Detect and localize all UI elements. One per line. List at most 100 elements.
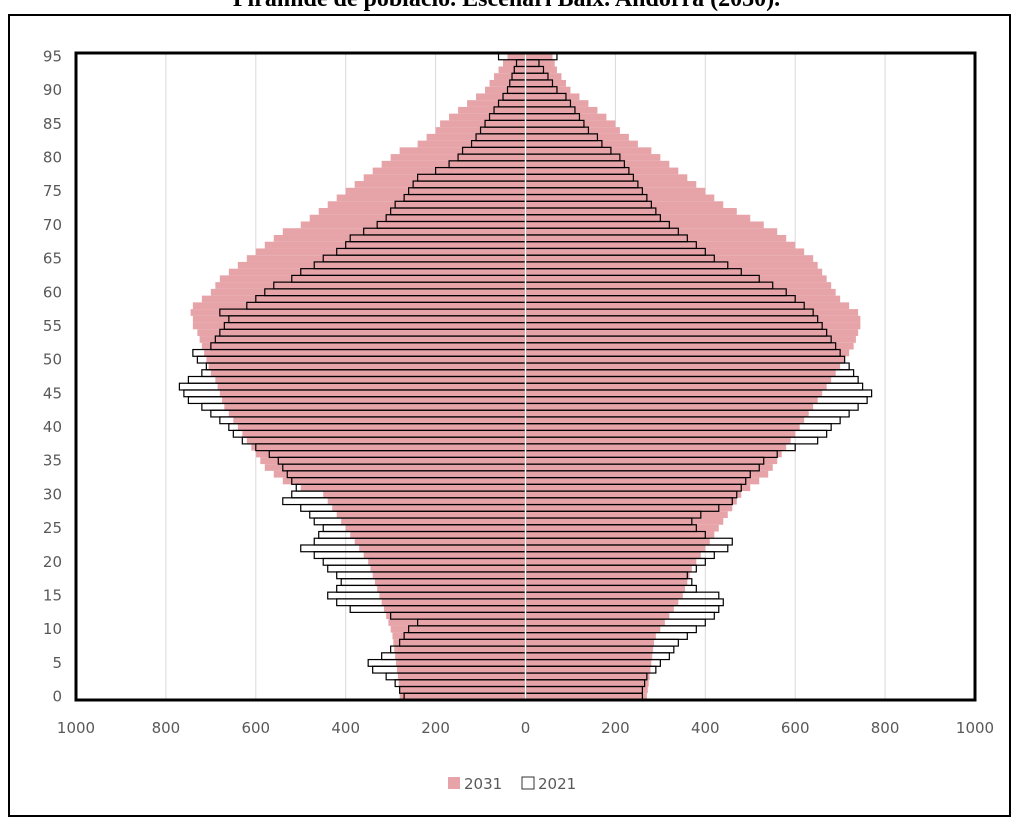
bar-2031-left: [222, 396, 526, 404]
bar-2031-left: [260, 457, 526, 465]
bar-2031-left: [219, 275, 526, 283]
bar-2031-left: [440, 120, 526, 128]
x-tick-label: 400: [691, 719, 720, 737]
y-tick-label: 25: [43, 519, 62, 537]
bar-2031-right: [525, 140, 638, 148]
bar-2031-right: [525, 59, 555, 67]
bar-2031-left: [381, 160, 526, 168]
bar-2031-left: [282, 228, 526, 235]
bar-2031-right: [525, 437, 791, 444]
y-tick-label: 15: [43, 587, 62, 605]
bar-2031-right: [525, 598, 679, 606]
bar-2031-left: [476, 93, 526, 101]
y-tick-label: 40: [43, 418, 62, 436]
y-tick-label: 45: [43, 384, 62, 402]
y-tick-label: 30: [43, 485, 62, 503]
bar-2031-right: [525, 632, 656, 640]
bar-2031-right: [525, 133, 629, 141]
bar-2031-right: [525, 491, 742, 498]
bar-2031-right: [525, 261, 818, 269]
y-tick-label: 50: [43, 351, 62, 369]
bar-2031-left: [336, 511, 526, 519]
bar-2031-right: [525, 53, 553, 60]
bar-2031-right: [525, 356, 845, 364]
bar-2031-left: [332, 504, 526, 512]
bar-2031-left: [327, 497, 526, 505]
bar-2031-right: [525, 234, 787, 242]
y-tick-label: 75: [43, 182, 62, 200]
bar-2031-right: [525, 228, 778, 235]
bar-2031-right: [525, 585, 686, 593]
bar-2031-right: [525, 315, 861, 323]
bar-2031-right: [525, 329, 859, 337]
bar-2031-left: [394, 646, 526, 653]
x-tick-label: 400: [331, 719, 360, 737]
bar-2031-left: [282, 477, 526, 485]
bar-2031-left: [246, 255, 526, 262]
population-pyramid-chart: 1000 800 600 400 200 0 200 400 600 800 1000 0 5 10 15…: [43, 47, 994, 793]
bar-2031-left: [467, 100, 526, 107]
bar-2031-right: [525, 518, 724, 525]
bar-2031-right: [525, 450, 782, 458]
bar-2031-right: [525, 147, 652, 155]
bar-2031-right: [525, 66, 557, 74]
bar-2031-right: [525, 322, 861, 330]
bar-2031-left: [489, 79, 526, 87]
bar-2031-right: [525, 187, 706, 195]
bar-2031-left: [300, 221, 526, 229]
x-tick-label: 0: [521, 719, 531, 737]
bar-2031-left: [372, 571, 526, 579]
bar-2031-left: [507, 53, 526, 60]
x-tick-label: 200: [421, 719, 450, 737]
y-tick-label: 70: [43, 216, 62, 234]
bar-2031-right: [525, 106, 598, 114]
bar-2031-right: [525, 275, 827, 283]
bar-2031-right: [525, 268, 823, 276]
x-tick-label: 600: [241, 719, 270, 737]
bar-2031-right: [525, 181, 697, 188]
bar-2031-left: [370, 565, 526, 572]
chart-frame: 1000 800 600 400 200 0 200 400 600 800 1000 0 5 10 15…: [8, 14, 1011, 817]
y-tick-label: 95: [43, 47, 62, 65]
bar-2031-left: [251, 443, 526, 451]
bar-2031-left: [383, 605, 526, 613]
bar-2031-left: [255, 248, 526, 256]
bar-2031-left: [498, 66, 526, 74]
bar-2031-left: [199, 336, 526, 343]
bar-2031-left: [208, 363, 526, 370]
bar-2031-right: [525, 639, 655, 647]
bar-2031-right: [525, 464, 773, 471]
bar-2031-left: [204, 349, 526, 357]
bar-2031-left: [206, 356, 526, 364]
bar-2031-right: [525, 73, 562, 80]
bar-2031-right: [525, 93, 580, 101]
bar-2031-left: [215, 376, 526, 384]
bar-2031-left: [197, 329, 526, 337]
bar-2031-left: [396, 666, 526, 674]
bar-2031-left: [192, 322, 526, 330]
bar-2031-left: [217, 383, 526, 390]
bar-2031-right: [525, 396, 818, 404]
bar-2031-left: [485, 86, 526, 94]
legend-label-2021: 2021: [538, 775, 576, 793]
y-tick-label: 55: [43, 317, 62, 335]
bar-2031-left: [386, 612, 526, 620]
bar-2031-right: [525, 652, 653, 660]
bar-2031-left: [273, 470, 526, 478]
x-tick-label: 1000: [57, 719, 95, 737]
bar-2031-right: [525, 127, 620, 134]
bar-2031-left: [494, 73, 526, 80]
bar-2031-left: [350, 531, 526, 539]
bar-2031-right: [525, 551, 701, 559]
bar-2031-right: [525, 693, 647, 700]
bar-2031-right: [525, 309, 859, 316]
bar-2031-left: [300, 484, 526, 492]
bar-2031-right: [525, 255, 814, 262]
bar-2031-left: [224, 403, 526, 411]
bar-2031-right: [525, 295, 841, 303]
bar-2031-right: [525, 484, 751, 492]
bar-2031-left: [237, 261, 526, 269]
bar-2031-right: [525, 457, 778, 465]
bar-2031-right: [525, 336, 856, 343]
bar-2031-right: [525, 160, 670, 168]
